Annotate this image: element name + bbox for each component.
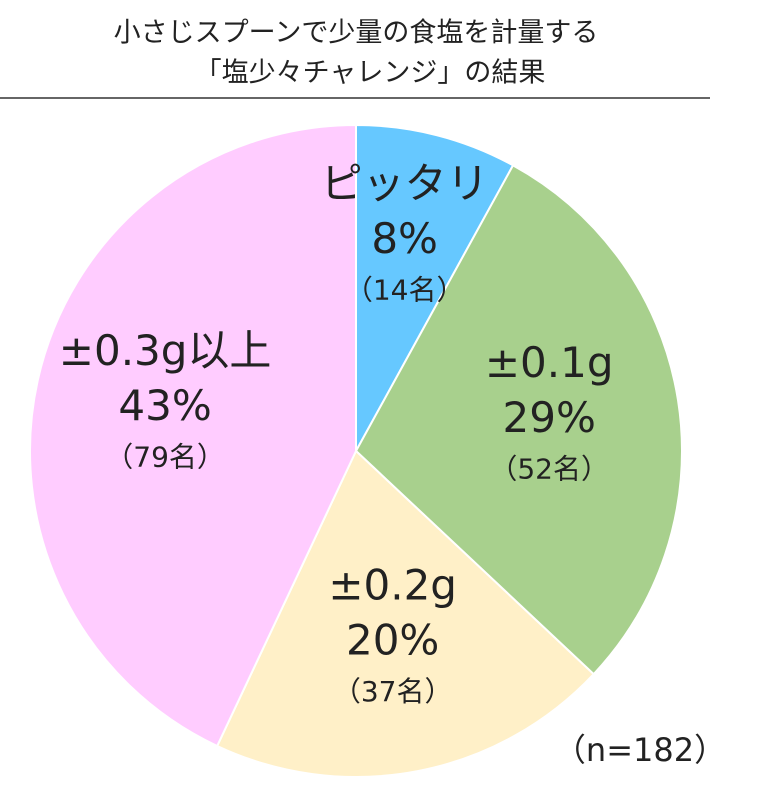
pie-slice bbox=[215, 449, 596, 778]
chart-title: 「塩少々チャレンジ」の結果 bbox=[195, 58, 546, 89]
annotation: （n=182） bbox=[554, 731, 726, 769]
slice-category: ±0.3g以上 bbox=[59, 326, 272, 375]
slice-count-label: （52名） bbox=[489, 452, 609, 485]
slice-value-label: 29% bbox=[503, 393, 596, 442]
slice-category: ピッタリ bbox=[321, 159, 489, 208]
slice-category: ±0.1g bbox=[485, 338, 614, 387]
slice-value-label: 43% bbox=[118, 381, 211, 430]
chart-title: 小さじスプーンで少量の食塩を計量する bbox=[114, 18, 599, 49]
slice-count-label: （79名） bbox=[105, 440, 225, 473]
slice-count-label: （14名） bbox=[345, 274, 465, 307]
slice-count-label: （37名） bbox=[333, 675, 453, 708]
pie-slice bbox=[29, 123, 357, 748]
pie-slice bbox=[354, 163, 683, 676]
pie-slice bbox=[355, 123, 515, 452]
slice-value-label: 8% bbox=[371, 214, 438, 263]
slice-category: ±0.2g bbox=[328, 561, 457, 610]
slice-value-label: 20% bbox=[346, 616, 439, 665]
